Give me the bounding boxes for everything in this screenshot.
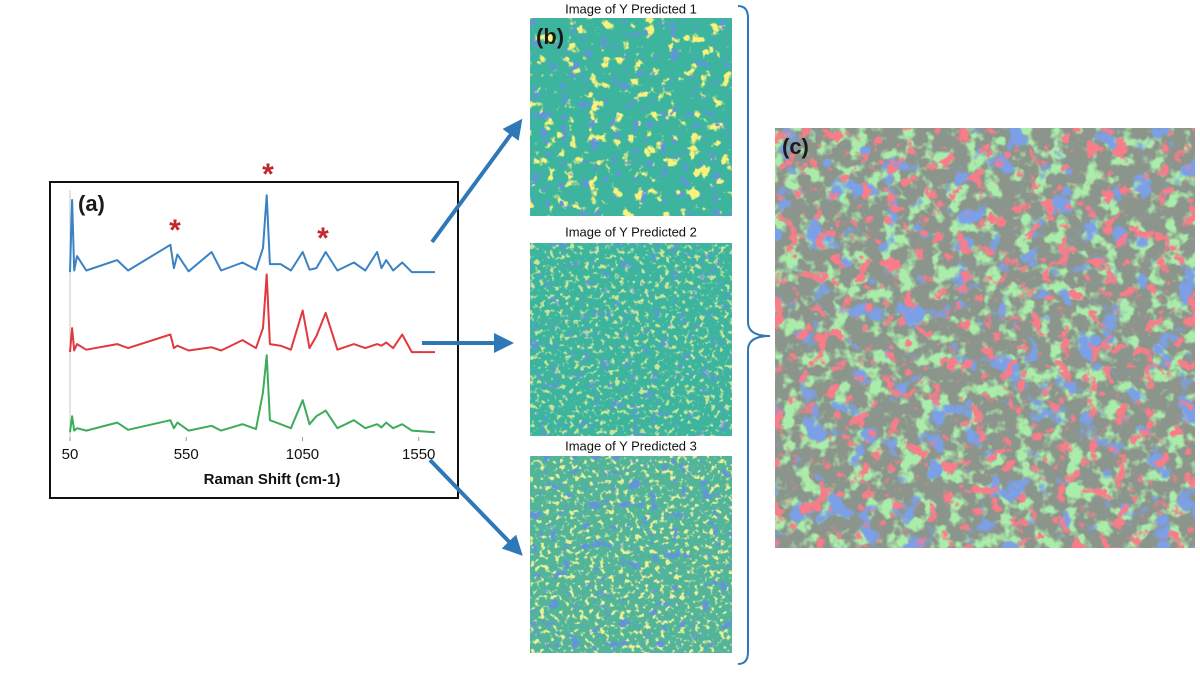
image-composite: [775, 128, 1195, 548]
annotation: *: [262, 158, 274, 191]
spectrum-line: [69, 194, 435, 274]
spectrum-line: [69, 354, 436, 434]
panel-label: (c): [782, 134, 809, 159]
panel-label: (a): [78, 191, 105, 216]
x-axis-label: Raman Shift (cm-1): [204, 471, 341, 488]
panel-a-frame: [49, 181, 459, 499]
x-tick-label: 1050: [286, 446, 319, 463]
panel-label: (b): [536, 24, 564, 49]
x-tick-label: 50: [62, 446, 79, 463]
spectrum-line: [69, 273, 435, 354]
arrow: [430, 118, 523, 244]
x-tick-label: 550: [174, 446, 199, 463]
image-title: Image of Y Predicted 2: [565, 224, 697, 239]
image-1: [530, 18, 732, 216]
image-title: Image of Y Predicted 3: [565, 438, 697, 453]
image-2: [530, 243, 732, 436]
annotation: *: [317, 222, 329, 255]
image-3: [530, 456, 732, 653]
annotation: *: [169, 214, 181, 247]
plot-area: 50 550 1050 1550 * * *: [62, 158, 436, 463]
image-title: Image of Y Predicted 1: [565, 1, 697, 16]
arrow: [428, 458, 523, 556]
x-tick-label: 1550: [402, 446, 435, 463]
brace: [737, 5, 771, 665]
